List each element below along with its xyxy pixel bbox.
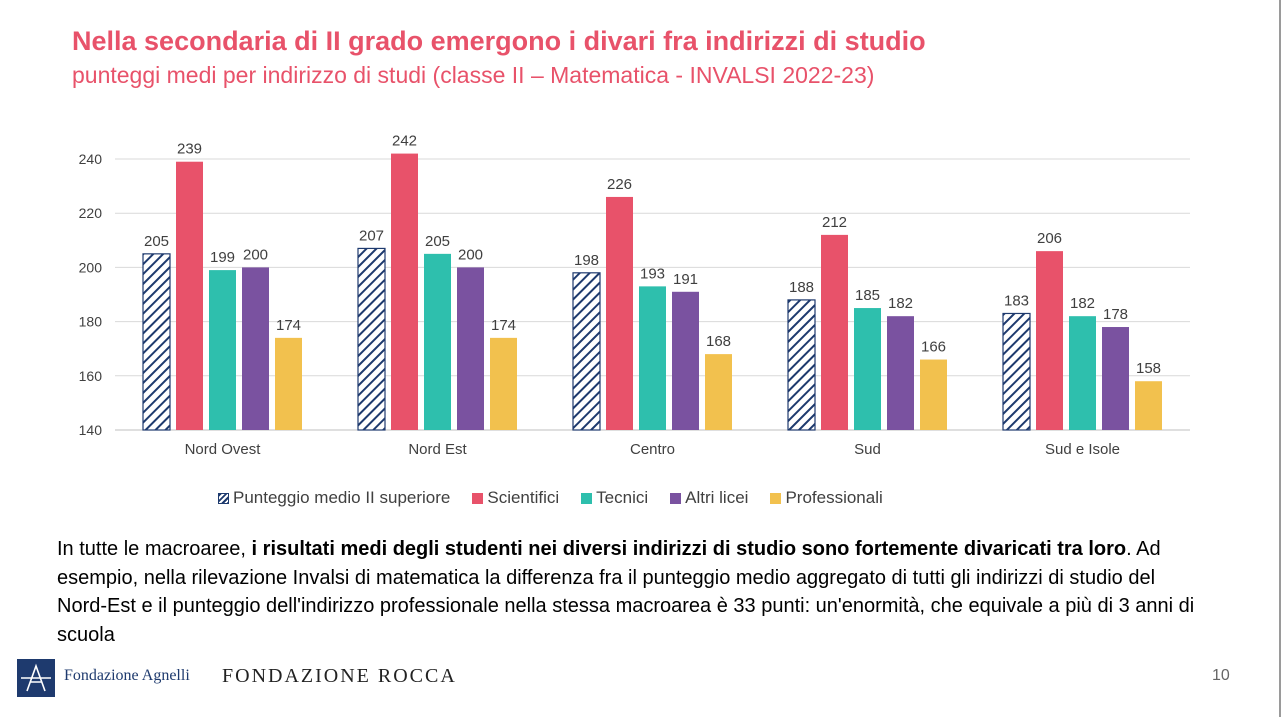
bar: [1069, 316, 1096, 430]
bar: [1135, 381, 1162, 430]
legend-label: Professionali: [785, 488, 883, 507]
x-tick-label: Centro: [630, 441, 675, 458]
data-label: 178: [1103, 306, 1128, 323]
slide-border: [1279, 0, 1281, 717]
bar: [142, 253, 171, 431]
data-label: 193: [640, 265, 665, 282]
bar: [391, 153, 418, 430]
data-label: 166: [921, 339, 946, 356]
data-label: 185: [855, 287, 880, 304]
bar: [572, 272, 601, 431]
data-label: 174: [491, 317, 516, 334]
x-tick-label: Sud: [854, 441, 881, 458]
legend-label: Scientifici: [487, 488, 560, 507]
y-tick-label: 220: [79, 205, 103, 221]
data-label: 242: [392, 133, 417, 150]
bar: [920, 359, 947, 430]
legend-label: Punteggio medio II superiore: [233, 488, 451, 507]
y-tick-label: 180: [79, 314, 103, 330]
bar: [242, 267, 269, 430]
legend-item: Altri licei: [670, 488, 748, 508]
legend-swatch: [770, 492, 782, 504]
bar: [705, 354, 732, 430]
legend-swatch: [472, 492, 484, 504]
data-label: 182: [888, 295, 913, 312]
legend-swatch: [670, 492, 682, 504]
bar: [457, 267, 484, 430]
bar: [1102, 327, 1129, 430]
data-label: 200: [458, 246, 483, 263]
bar: [209, 270, 236, 430]
data-label: 226: [607, 176, 632, 193]
bar: [176, 161, 203, 430]
data-label: 205: [144, 233, 169, 250]
agnelli-logo-text: Fondazione Agnelli: [64, 667, 190, 684]
x-tick-label: Nord Est: [408, 441, 467, 458]
bar: [275, 337, 302, 430]
bar: [787, 299, 816, 431]
legend-item: Scientifici: [472, 488, 559, 508]
data-label: 239: [177, 141, 202, 158]
bar: [672, 291, 699, 430]
y-tick-label: 140: [79, 422, 103, 438]
body-rest: . Ad esempio, nella rilevazione Invalsi …: [57, 538, 1195, 646]
slide-title: Nella secondaria di II grado emergono i …: [72, 26, 926, 56]
chart-legend: Punteggio medio II superiore Scientifici T…: [218, 488, 905, 508]
bar-chart: 140 160 180 200 220 240 205 239 199 200 174 Nord Ov…: [79, 133, 1190, 458]
bar: [490, 337, 517, 430]
data-label: 182: [1070, 295, 1095, 312]
y-tick-label: 240: [79, 151, 103, 167]
bar: [1002, 312, 1031, 431]
data-label: 183: [1004, 292, 1029, 309]
data-label: 191: [673, 271, 698, 288]
data-label: 200: [243, 246, 268, 263]
bar: [424, 253, 451, 430]
bar: [854, 308, 881, 430]
data-label: 198: [574, 252, 599, 269]
y-tick-label: 160: [79, 368, 103, 384]
bar: [639, 286, 666, 430]
body-paragraph: In tutte le macroaree, i risultati medi …: [57, 535, 1207, 649]
bar: [887, 316, 914, 430]
slide-subtitle: punteggi medi per indirizzo di studi (cl…: [72, 62, 875, 88]
data-label: 174: [276, 317, 301, 334]
legend-swatch: [218, 492, 229, 504]
legend-item: Professionali: [770, 488, 883, 508]
data-label: 207: [359, 227, 384, 244]
page-number: 10: [1212, 667, 1230, 684]
rocca-logo-text: FONDAZIONE ROCCA: [222, 665, 457, 687]
data-label: 199: [210, 249, 235, 266]
legend-label: Altri licei: [685, 488, 749, 507]
agnelli-logo-mark: [17, 659, 55, 697]
x-tick-label: Nord Ovest: [185, 441, 262, 458]
data-label: 188: [789, 279, 814, 296]
bar: [357, 247, 386, 431]
data-label: 212: [822, 214, 847, 231]
legend-item: Punteggio medio II superiore: [218, 488, 450, 508]
data-label: 206: [1037, 230, 1062, 247]
legend-label: Tecnici: [596, 488, 649, 507]
data-label: 168: [706, 333, 731, 350]
body-bold: i risultati medi degli studenti nei dive…: [251, 538, 1127, 560]
bar: [821, 234, 848, 430]
data-label: 205: [425, 233, 450, 250]
body-lead: In tutte le macroaree,: [57, 538, 252, 560]
y-tick-label: 200: [79, 259, 103, 275]
legend-swatch: [581, 492, 593, 504]
legend-item: Tecnici: [581, 488, 648, 508]
data-label: 158: [1136, 360, 1161, 377]
x-tick-label: Sud e Isole: [1045, 441, 1120, 458]
bar: [1036, 251, 1063, 430]
bar: [606, 196, 633, 430]
